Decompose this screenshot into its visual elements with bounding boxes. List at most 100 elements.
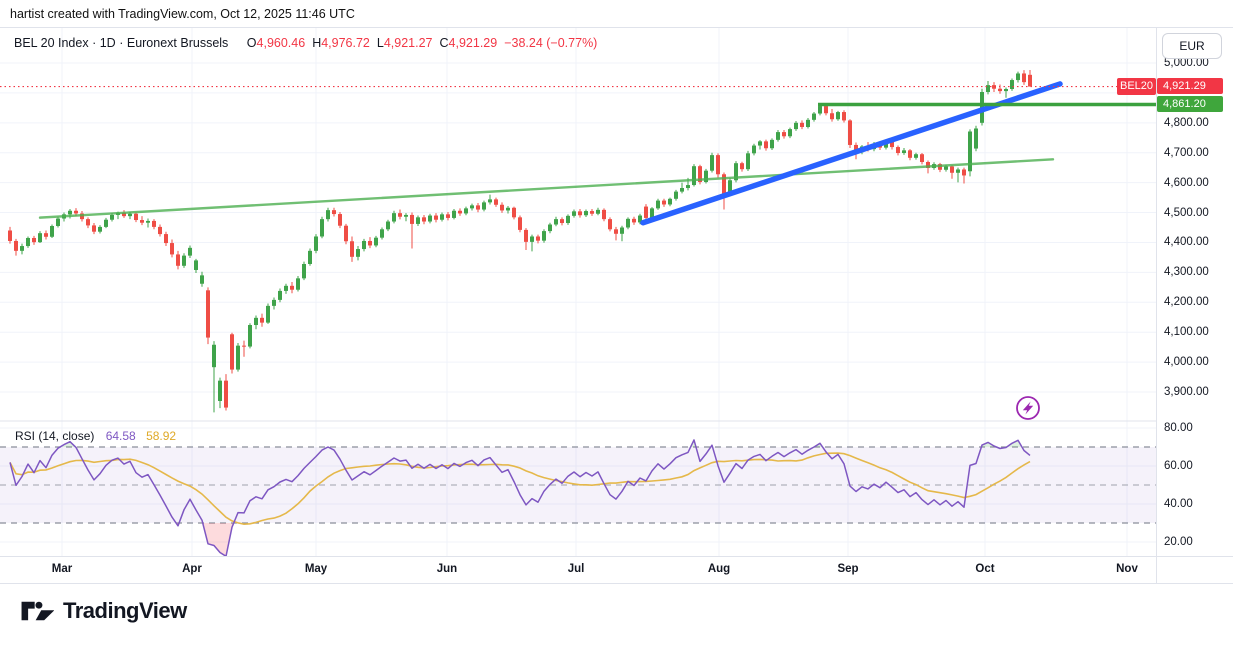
- candle: [782, 129, 786, 139]
- candle: [308, 248, 312, 266]
- chart-canvas[interactable]: [0, 28, 1156, 556]
- candle: [152, 219, 156, 230]
- tradingview-logo-icon: [21, 601, 54, 621]
- candle: [50, 224, 54, 238]
- rsi-ma-value: 58.92: [146, 429, 177, 443]
- candle: [770, 138, 774, 151]
- lightning-marker-icon[interactable]: [1016, 396, 1040, 420]
- candle: [446, 211, 450, 221]
- candle: [554, 216, 558, 227]
- candle: [350, 236, 354, 262]
- candle: [146, 218, 150, 228]
- symbol-header[interactable]: BEL 20 Index · 1D · Euronext Brussels O4…: [14, 36, 597, 50]
- candle: [380, 227, 384, 240]
- candle: [344, 223, 348, 245]
- candle: [806, 118, 810, 129]
- price-tick-label: 4,000.00: [1164, 356, 1209, 369]
- candle: [992, 82, 996, 93]
- candle: [800, 120, 804, 130]
- candle: [596, 207, 600, 216]
- candle: [668, 197, 672, 207]
- candle: [632, 216, 636, 225]
- rsi-title[interactable]: RSI (14, close): [15, 429, 95, 443]
- candle: [104, 217, 108, 229]
- symbol-title[interactable]: BEL 20 Index: [14, 36, 89, 50]
- month-label-aug: Aug: [707, 563, 731, 575]
- candle: [254, 315, 258, 330]
- candle: [710, 152, 714, 173]
- blue-trendline[interactable]: [640, 81, 1063, 226]
- currency-button[interactable]: EUR: [1162, 33, 1222, 59]
- price-axis[interactable]: EUR 5,000.00 4,800.00 4,700.00 4,600.00 4,50…: [1156, 28, 1233, 556]
- candle: [734, 161, 738, 183]
- candle: [392, 210, 396, 224]
- candle: [26, 236, 30, 248]
- candle: [692, 164, 696, 187]
- open-value: 4,960.46: [256, 36, 306, 50]
- candle: [830, 109, 834, 122]
- candle: [284, 283, 288, 294]
- rsi-tick-label: 40.00: [1164, 498, 1193, 510]
- gridlines: [0, 28, 1156, 556]
- candle: [440, 212, 444, 222]
- price-tick-label: 4,200.00: [1164, 296, 1209, 309]
- price-tick-label: 4,500.00: [1164, 206, 1209, 219]
- candle: [656, 198, 660, 210]
- footer: TradingView: [0, 584, 1233, 645]
- candle: [200, 271, 204, 287]
- rsi-legend[interactable]: RSI (14, close) 64.58 58.92: [15, 429, 176, 443]
- candle: [1010, 78, 1014, 91]
- candle: [194, 258, 198, 273]
- candle: [680, 182, 684, 194]
- chart-plot-region[interactable]: BEL 20 Index · 1D · Euronext Brussels O4…: [0, 28, 1156, 556]
- candle: [848, 119, 852, 148]
- candle: [374, 235, 378, 248]
- axis-corner-separator: [1156, 557, 1157, 585]
- candle: [44, 230, 48, 240]
- candle: [476, 202, 480, 213]
- month-label-may: May: [304, 563, 328, 575]
- candle: [224, 374, 228, 411]
- tradingview-logo[interactable]: TradingView: [20, 598, 187, 624]
- candle: [578, 208, 582, 218]
- candle: [266, 303, 270, 324]
- candle: [896, 145, 900, 156]
- candle: [716, 153, 720, 178]
- candle: [584, 209, 588, 218]
- candle: [500, 202, 504, 213]
- candle: [794, 121, 798, 131]
- candle: [158, 224, 162, 237]
- candle: [914, 152, 918, 160]
- candle: [620, 225, 624, 242]
- candle: [410, 212, 414, 249]
- rsi-ma-line: [9, 452, 1031, 526]
- candle: [242, 340, 246, 357]
- candle: [314, 234, 318, 254]
- candle: [836, 110, 840, 121]
- candle: [212, 341, 216, 413]
- candle: [548, 222, 552, 234]
- candle: [170, 239, 174, 258]
- price-tick-label: 4,600.00: [1164, 176, 1209, 189]
- interval-label[interactable]: 1D: [99, 36, 116, 50]
- green-trendline[interactable]: [38, 158, 1055, 219]
- last-price-axis-label: 4,921.29: [1157, 78, 1223, 94]
- price-tick-label: 3,900.00: [1164, 386, 1209, 398]
- candle: [362, 238, 366, 252]
- price-line-symbol-tag: BEL20: [1117, 78, 1156, 95]
- candle: [260, 313, 264, 327]
- candle: [536, 234, 540, 244]
- candle: [8, 226, 12, 244]
- candle: [494, 197, 498, 207]
- candle: [206, 287, 210, 345]
- rsi-plot: [9, 439, 1031, 556]
- separator-dot: ·: [119, 36, 124, 50]
- price-tick-label: 4,700.00: [1164, 146, 1209, 159]
- candle: [758, 140, 762, 150]
- time-axis[interactable]: Mar Apr May Jun Jul Aug Sep Oct Nov: [0, 556, 1233, 585]
- candle: [134, 212, 138, 223]
- candle: [140, 216, 144, 226]
- candle: [86, 217, 90, 229]
- candle: [302, 261, 306, 281]
